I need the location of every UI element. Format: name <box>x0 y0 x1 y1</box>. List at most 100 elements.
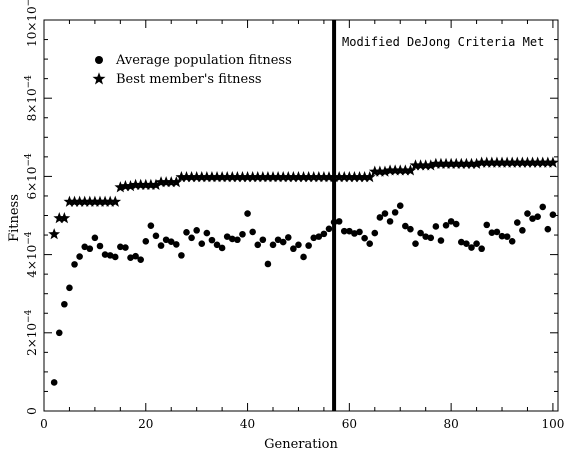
legend-circle <box>95 56 103 64</box>
x-tick-labels: 0 20 40 60 80 100 <box>40 417 564 431</box>
point-best <box>384 164 396 176</box>
point-best <box>119 179 132 192</box>
point-best <box>170 176 183 188</box>
point-best <box>104 195 117 207</box>
point-average <box>290 245 297 253</box>
point-best <box>144 178 157 191</box>
point-best <box>547 156 559 168</box>
point-average <box>76 253 83 260</box>
point-best <box>531 156 544 168</box>
point-best <box>206 170 218 183</box>
point-average <box>203 229 211 237</box>
point-average <box>386 218 394 225</box>
point-best <box>185 170 198 183</box>
legend-label-best: Best member's fitness <box>116 72 262 87</box>
point-average <box>503 233 511 240</box>
point-average <box>468 244 475 251</box>
point-best <box>445 157 458 169</box>
point-average <box>66 284 73 292</box>
y-tick-label: 10×10−3 <box>24 0 39 47</box>
point-average <box>300 253 307 261</box>
point-best <box>455 157 468 169</box>
point-average <box>254 241 262 249</box>
y-tick-labels: 0 2×10−4 4×10−4 6×10−4 8×10−4 10×10−3 <box>24 0 39 415</box>
point-best <box>272 170 284 183</box>
point-best <box>470 157 483 169</box>
point-best <box>419 159 432 171</box>
series-average-population-fitness <box>50 202 557 386</box>
point-best <box>236 170 249 183</box>
point-average <box>335 218 343 225</box>
point-best <box>241 170 254 183</box>
point-best <box>485 156 498 168</box>
legend-label-average: Average population fitness <box>115 53 292 68</box>
point-best <box>541 156 554 168</box>
point-average <box>132 252 139 260</box>
point-average <box>340 227 348 235</box>
point-average <box>437 237 445 244</box>
point-average <box>106 252 114 259</box>
point-best <box>78 195 91 207</box>
point-best <box>150 178 162 191</box>
point-best <box>114 181 127 193</box>
point-best <box>221 170 234 183</box>
point-best <box>358 170 371 183</box>
point-average <box>279 238 287 246</box>
point-best <box>216 170 229 183</box>
point-best <box>139 178 152 191</box>
point-best <box>231 170 244 183</box>
point-average <box>295 241 302 249</box>
point-best <box>363 170 376 183</box>
point-best <box>379 165 391 177</box>
point-best <box>195 170 208 183</box>
point-average <box>310 234 318 242</box>
legend-marker-circle <box>95 56 103 64</box>
legend-marker-star <box>92 72 106 85</box>
point-best <box>68 195 81 207</box>
point-average <box>361 234 368 242</box>
point-average <box>101 251 109 258</box>
point-best <box>155 176 167 188</box>
point-best <box>501 156 514 168</box>
point-best <box>129 178 142 191</box>
point-best <box>200 170 213 183</box>
point-best <box>88 195 101 207</box>
point-average <box>508 238 516 245</box>
point-average <box>223 233 231 240</box>
point-best <box>429 157 442 169</box>
point-average <box>162 236 170 244</box>
point-best <box>99 195 111 207</box>
point-average <box>396 202 404 210</box>
point-best <box>211 170 223 183</box>
point-average <box>351 230 358 237</box>
point-average <box>458 238 465 246</box>
point-best <box>83 195 96 207</box>
point-best <box>287 170 300 183</box>
point-best <box>53 212 66 224</box>
point-best <box>521 156 534 168</box>
x-axis-title: Generation <box>264 437 338 452</box>
point-average <box>549 211 557 219</box>
point-average <box>493 228 501 236</box>
point-average <box>366 240 374 247</box>
point-best <box>73 195 86 207</box>
point-average <box>346 227 353 235</box>
point-average <box>167 238 175 245</box>
point-best <box>475 156 488 168</box>
point-best <box>180 170 193 183</box>
y-tick-label: 4×10−4 <box>24 231 39 278</box>
point-average <box>152 232 160 240</box>
point-best <box>399 164 412 176</box>
point-average <box>193 227 200 234</box>
point-best <box>134 178 147 191</box>
point-average <box>137 256 144 263</box>
point-average <box>111 253 119 261</box>
y-tick-label: 6×10−4 <box>24 153 39 200</box>
point-average <box>284 234 292 241</box>
point-average <box>274 236 282 244</box>
point-best <box>109 195 122 207</box>
point-average <box>157 242 165 249</box>
point-best <box>160 176 173 188</box>
point-best <box>343 170 356 183</box>
point-average <box>498 232 506 240</box>
